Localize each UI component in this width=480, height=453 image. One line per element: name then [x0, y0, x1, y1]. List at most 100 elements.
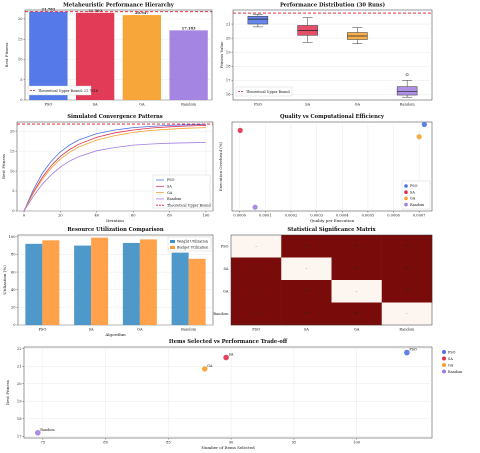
x-tick-label: 0.0005 [362, 214, 375, 218]
bar-ga [122, 15, 162, 101]
x-axis-label: Iteration [106, 218, 124, 223]
point-annotation: PSO [409, 348, 417, 352]
legend-label: Budget Utilization [177, 246, 209, 250]
legend-label: GA [448, 363, 454, 367]
x-tick-label: 0.0002 [285, 214, 298, 218]
cell-label: - [356, 289, 358, 293]
bar-value-label: 17.183 [182, 26, 196, 30]
chart-title-tradeoff: Items Selected vs Performance Trade-off [169, 339, 288, 345]
y-tick-label: 22 [17, 347, 22, 351]
heatmap-cell [231, 257, 282, 281]
legend-label: GA [410, 197, 416, 201]
chart-significance: - ** ** ** PSO ** - ** ** SA ** ** - ** GA ** ** ** - Rando… [213, 234, 433, 332]
cell-label: ** [355, 267, 359, 271]
x-tick-label: Random [181, 328, 197, 332]
bar-sa-weight [74, 245, 92, 325]
point-annotation: Random [40, 428, 55, 432]
y-tick-label: 21 [17, 364, 22, 368]
point-ga [201, 366, 208, 372]
legend-box [152, 174, 211, 209]
x-tick-label: GA [137, 328, 143, 332]
heatmap-cell [281, 302, 332, 326]
point-random [35, 429, 41, 436]
heatmap-cell [281, 280, 332, 303]
x-tick-label: GA [139, 103, 145, 107]
box-ga [347, 27, 368, 44]
chart-best-fitness: 0 5 10 15 20 Best Fitness 21.782 PSO 21.503 SA 20.… [4, 8, 213, 107]
x-axis-label: Quality per Execution [310, 218, 355, 223]
x-tick-label: 85 [166, 441, 171, 445]
bar-sa [75, 12, 115, 100]
legend-label: Random [167, 197, 182, 201]
y-tick-label: 20 [18, 17, 23, 21]
x-tick-label: GA [355, 103, 361, 107]
cell-label: - [406, 312, 408, 316]
legend-swatch [170, 246, 175, 249]
legend-swatch [442, 356, 446, 361]
legend: Theoretical Upper Bound: 21.7818 [27, 85, 98, 96]
point-annotation: GA [207, 364, 213, 368]
point-random [252, 204, 258, 210]
chart-title-best-fitness: Metaheuristic Performance Hierarchy [63, 3, 175, 9]
legend-swatch [442, 363, 446, 367]
series-line-random [23, 142, 207, 212]
y-tick-label: 5 [20, 78, 23, 82]
y-tick-label: 60 [11, 270, 16, 274]
col-label: Random [399, 328, 415, 332]
plot-frame [232, 9, 433, 101]
legend-label: GA [167, 191, 173, 195]
heatmap-cell [381, 235, 433, 258]
box-pso [247, 13, 269, 28]
cell-label: ** [405, 289, 409, 293]
x-tick-label: 20 [58, 214, 63, 218]
chart-title-significance: Statistical Significance Matrix [287, 227, 376, 233]
chart-convergence: 0 5 10 15 20 0 20 40 60 80 100 Best Fitness Iteratio… [1, 121, 214, 223]
heatmap-cell [231, 302, 282, 326]
legend-label: Random [448, 370, 463, 374]
x-tick-label: 0.0007 [413, 214, 426, 218]
cell-label: ** [305, 289, 309, 293]
legend: Theoretical Upper Bound [235, 86, 293, 97]
y-axis-label: Best Fitness [4, 43, 9, 68]
x-tick-label: 80 [167, 214, 172, 218]
x-tick-label: 0 [23, 214, 26, 218]
y-tick-label: 16 [226, 93, 231, 97]
legend: PSO SA GA Random Theoretical Upper Bound [152, 174, 211, 209]
point-ga [416, 134, 422, 140]
legend-swatch [404, 184, 408, 188]
x-tick-label: 0.0003 [310, 214, 323, 218]
point-pso [404, 349, 410, 356]
x-tick-label: Random [181, 103, 197, 107]
y-axis-label: Best Fitness [1, 154, 6, 179]
y-tick-label: 18 [226, 64, 231, 68]
legend-swatch [404, 196, 408, 201]
x-tick-label: 40 [95, 214, 100, 218]
series-line-sa [23, 125, 207, 212]
legend-label: Random [410, 203, 425, 207]
y-tick-label: 21 [226, 22, 231, 26]
y-axis-label: Execution Overhead (%) [218, 141, 223, 191]
bar-random-budget [188, 258, 206, 325]
row-label: Random [213, 312, 229, 316]
legend-label: SA [448, 357, 453, 361]
y-tick-label: 100 [9, 235, 17, 239]
box-body [247, 16, 269, 25]
cell-label: ** [254, 289, 258, 293]
x-axis-label: Algorithm [104, 332, 126, 337]
plot-frame [230, 234, 433, 326]
y-tick-label: 20 [226, 36, 231, 40]
heatmap-cell [331, 302, 382, 326]
legend-box [27, 85, 92, 96]
x-tick-label: 100 [353, 441, 361, 445]
legend-label: Weight Utilization [177, 240, 209, 244]
y-axis-label: Utilization (%) [2, 265, 7, 295]
legend-swatch [404, 202, 408, 207]
legend-label: SA [410, 190, 415, 194]
cell-label: ** [355, 312, 359, 316]
x-tick-label: 80 [103, 441, 108, 445]
series-line-ga [23, 127, 207, 212]
cell-label: ** [405, 244, 409, 248]
x-axis-label: Number of Items Selected [201, 445, 255, 450]
bar-value-label: 21.503 [88, 9, 102, 13]
